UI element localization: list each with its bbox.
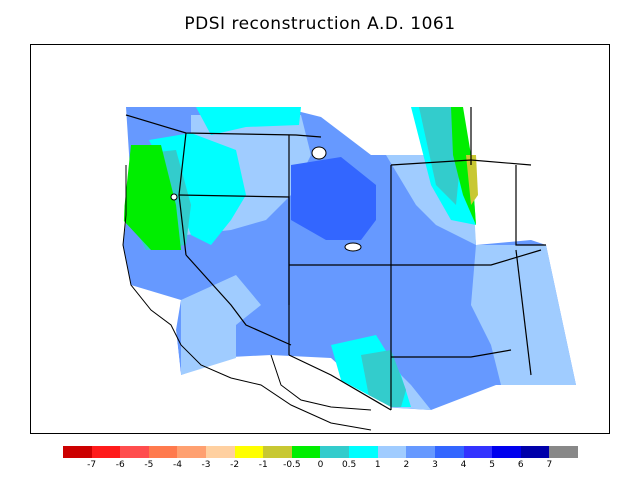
pdsi-zone-olive-ne [466, 155, 478, 205]
legend-swatch-13 [434, 446, 464, 458]
legend-swatch-3 [148, 446, 178, 458]
legend-label-4: -3 [201, 460, 211, 470]
legend-label-0: -7 [87, 460, 97, 470]
pdsi-zone-teal-s [361, 350, 406, 407]
legend-swatch-11 [377, 446, 407, 458]
pdsi-zone-cyan-north [196, 107, 301, 135]
legend-swatch-10 [349, 446, 378, 458]
legend-swatch-16 [520, 446, 550, 458]
pdsi-zone-dark-core [291, 157, 376, 240]
pdsi-map [31, 45, 576, 433]
legend-swatch-12 [406, 446, 435, 458]
legend-swatch-4 [177, 446, 207, 458]
legend-swatch-0 [63, 446, 92, 458]
coastline [122, 165, 372, 431]
legend-label-13: 4 [460, 460, 467, 470]
state-borders [125, 107, 546, 411]
legend-label-15: 6 [517, 460, 524, 470]
legend-label-16: 7 [546, 460, 553, 470]
legend-label-12: 3 [432, 460, 438, 470]
legend-labels: -7 -6 -5 -4 -3 -2 -1 -0.5 0 0.5 1 2 3 4 5 6 7 [63, 460, 578, 474]
legend-label-11: 2 [403, 460, 410, 470]
pdsi-zone-light-sw [181, 275, 261, 375]
legend-label-5: -2 [230, 460, 240, 470]
legend-label-10: 1 [374, 460, 381, 470]
legend-label-9: 0.5 [341, 460, 357, 470]
pdsi-zone-green-nw [123, 145, 181, 250]
legend-swatch-15 [492, 446, 521, 458]
mexico-mask [211, 365, 391, 433]
map-title: PDSI reconstruction A.D. 1061 [184, 14, 456, 34]
legend-swatch-2 [120, 446, 149, 458]
legend-label-6: -1 [258, 460, 268, 470]
legend-label-14: 5 [489, 460, 496, 470]
legend-label-8: 0 [317, 460, 324, 470]
legend-label-7: -0.5 [283, 460, 301, 470]
pdsi-zone-green-ne [451, 107, 476, 225]
legend-swatch-5 [206, 446, 235, 458]
lake-marker-3 [170, 193, 178, 201]
legend-label-1: -6 [115, 460, 125, 470]
pdsi-zone-teal-ne [419, 107, 461, 205]
legend-swatch-9 [320, 446, 350, 458]
ocean-mask [31, 45, 371, 433]
legend-swatch-17 [549, 446, 578, 458]
legend-swatch-7 [263, 446, 292, 458]
legend-swatch-14 [463, 446, 493, 458]
legend-label-3: -4 [172, 460, 182, 470]
legend-swatch-1 [91, 446, 121, 458]
color-legend [63, 446, 578, 458]
lake-marker-2 [344, 242, 362, 252]
lake-marker-1 [311, 146, 327, 160]
map-frame [30, 44, 610, 434]
legend-label-2: -5 [144, 460, 154, 470]
legend-swatch-8 [291, 446, 321, 458]
legend-swatch-6 [234, 446, 264, 458]
